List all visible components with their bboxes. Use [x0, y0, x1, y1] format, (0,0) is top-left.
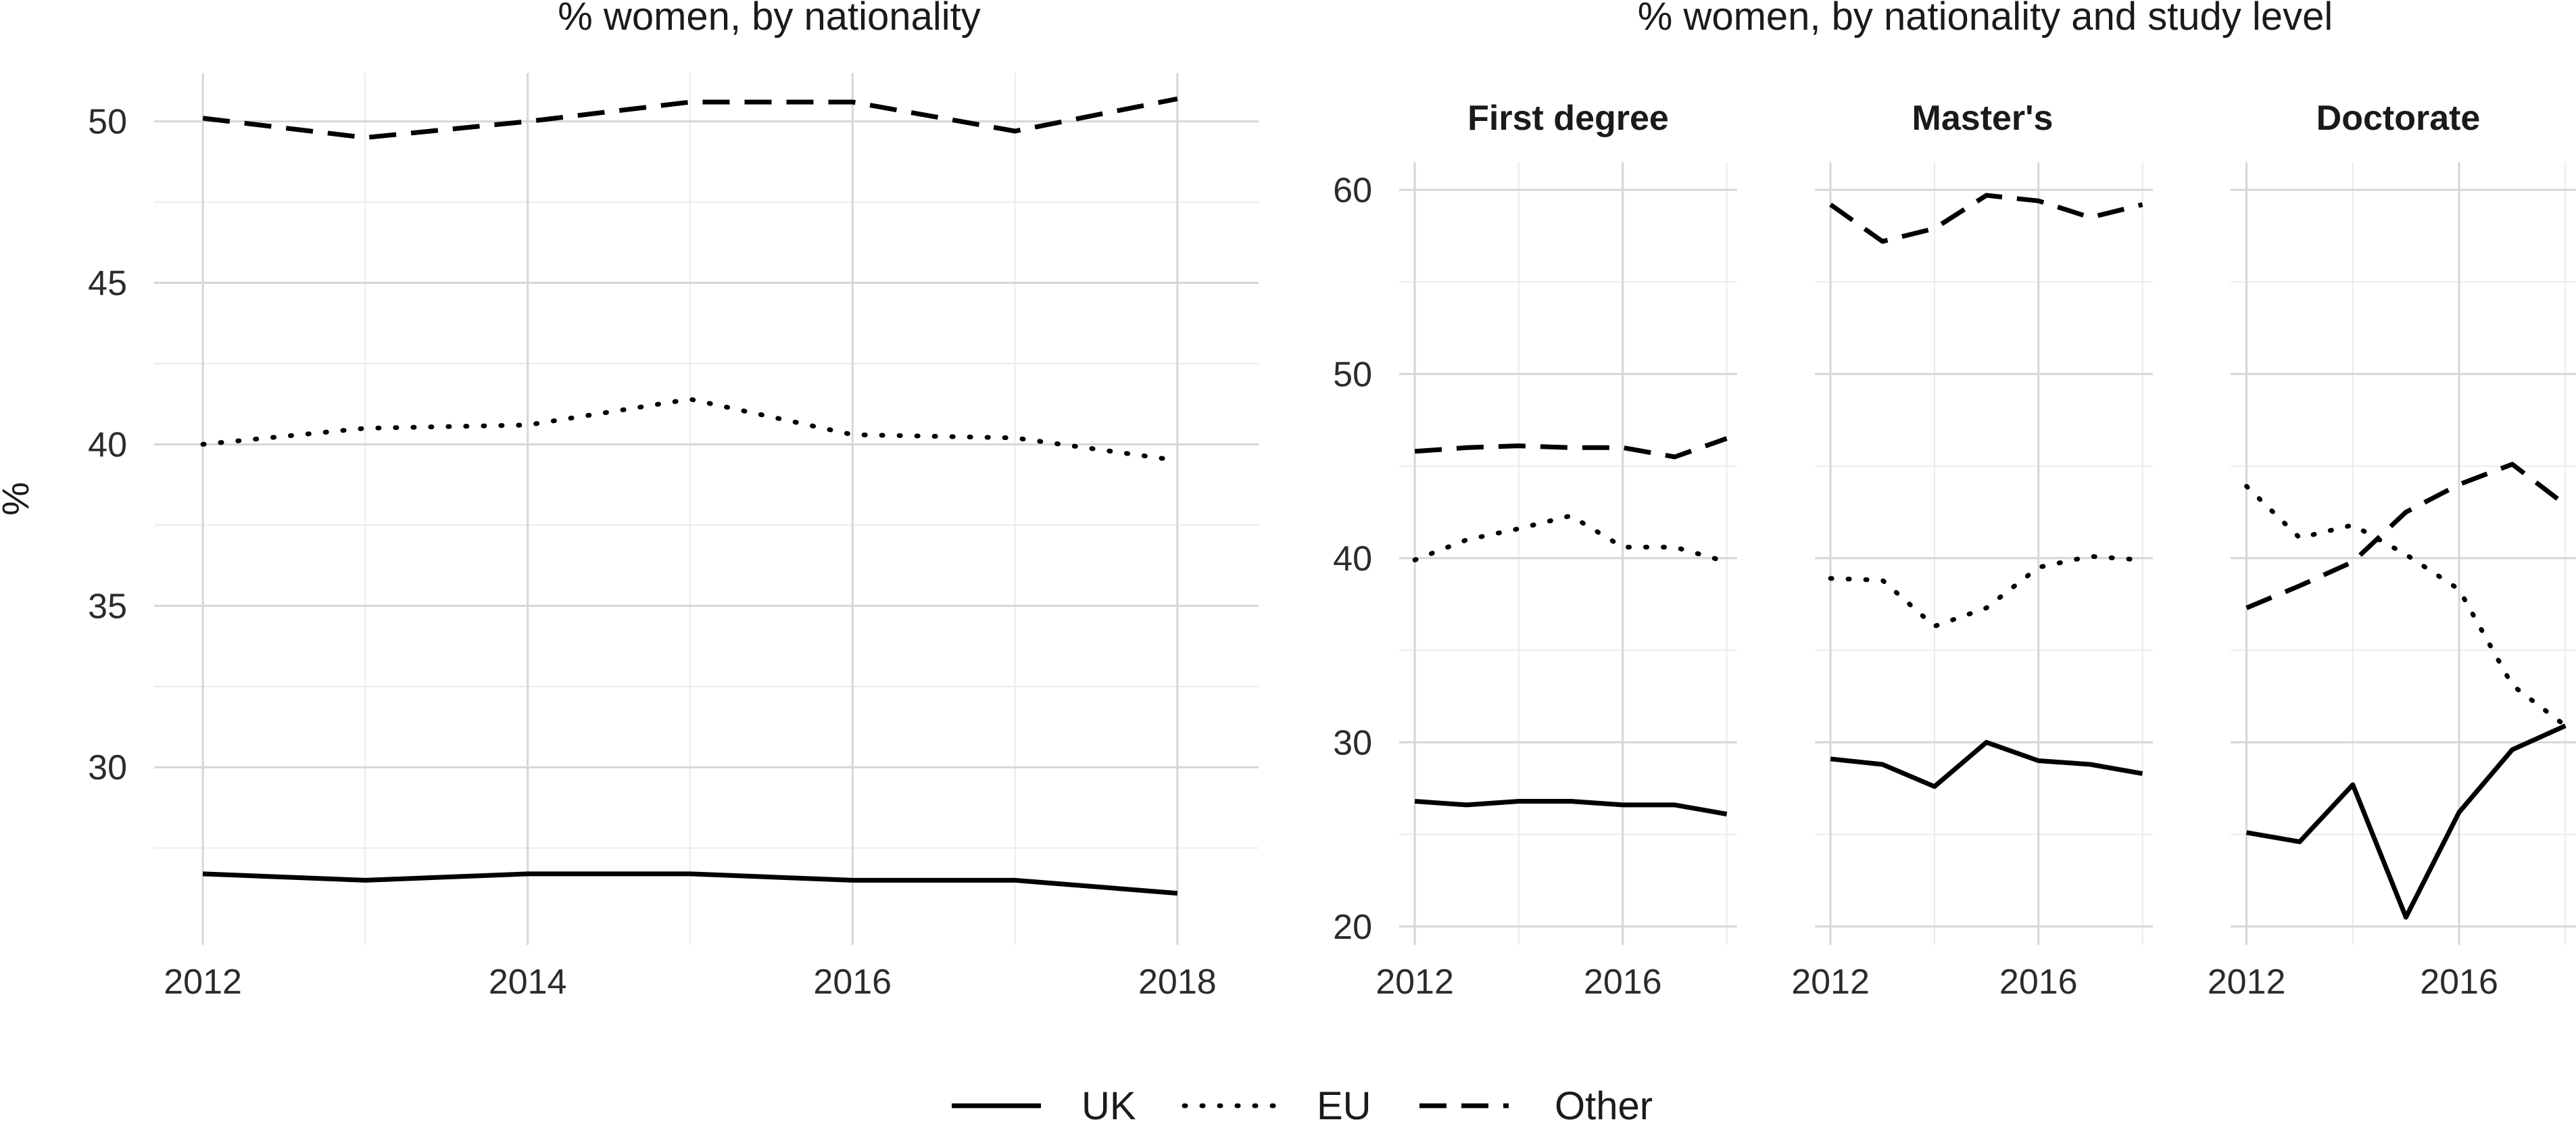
legend-item-uk: UK	[952, 1084, 1136, 1124]
right-series-lines	[1412, 193, 2568, 920]
panel-by-nationality-and-level: % women, by nationality and study level …	[1333, 0, 2576, 1002]
legend-item-eu: EU	[1182, 1084, 1371, 1124]
facet-master-s-series-other	[1829, 193, 2143, 244]
facet-first-degree-y-tick-label: 40	[1333, 539, 1372, 579]
left-chart-title: % women, by nationality	[558, 0, 980, 39]
facet-first-degree-y-tick-label: 60	[1333, 171, 1372, 210]
panel-by-nationality: % women, by nationality % 20122014201620…	[0, 0, 1259, 1002]
left-series-uk	[202, 871, 1178, 896]
facet-master-s-x-tick-label: 2016	[1999, 962, 2078, 1002]
left-y-tick-label: 40	[88, 425, 127, 464]
legend-label-other: Other	[1555, 1084, 1653, 1124]
left-tick-labels: 2012 2014 2016 2018 30 35 40 45 50	[88, 103, 1217, 1002]
facet-doctorate-series-uk	[2246, 723, 2567, 920]
legend-label-uk: UK	[1082, 1084, 1136, 1124]
facet-first-degree-series-other	[1414, 436, 1728, 460]
left-x-tick-label: 2012	[164, 962, 242, 1002]
facet-first-degree-x-tick-label: 2016	[1584, 962, 1662, 1002]
left-y-tick-label: 45	[88, 264, 127, 303]
left-y-axis-label: %	[0, 482, 37, 516]
legend: UK EU Other	[952, 1084, 1653, 1124]
facet-doctorate-series-other	[2245, 462, 2567, 610]
left-y-tick-label: 50	[88, 103, 127, 142]
facet-label-doctorate: Doctorate	[2316, 99, 2481, 138]
facet-master-s-x-tick-label: 2012	[1791, 962, 1870, 1002]
left-x-tick-label: 2018	[1138, 962, 1217, 1002]
right-tick-labels: 2012 2016 20 30 40 50 60 2012 2016 2012 2016	[1333, 171, 2498, 1002]
left-x-tick-label: 2016	[813, 962, 892, 1002]
left-series-lines	[200, 96, 1180, 896]
facet-first-degree-y-tick-label: 20	[1333, 908, 1372, 947]
right-gridlines	[1399, 162, 2576, 945]
left-series-eu	[200, 397, 1180, 463]
facet-master-s-series-eu	[1828, 554, 2145, 629]
legend-label-eu: EU	[1317, 1084, 1371, 1124]
left-series-other	[202, 96, 1178, 141]
facet-doctorate-x-tick-label: 2016	[2420, 962, 2498, 1002]
facet-first-degree-y-tick-label: 50	[1333, 355, 1372, 394]
facet-first-degree-series-eu	[1412, 513, 1730, 564]
left-y-tick-label: 30	[88, 748, 127, 787]
facet-master-s-series-uk	[1830, 739, 2143, 789]
right-chart-title: % women, by nationality and study level	[1638, 0, 2333, 39]
facet-label-masters: Master's	[1912, 99, 2053, 138]
facet-first-degree-series-uk	[1414, 799, 1728, 816]
left-y-tick-label: 35	[88, 587, 127, 626]
facet-first-degree-x-tick-label: 2012	[1376, 962, 1454, 1002]
legend-item-other: Other	[1419, 1084, 1653, 1124]
facet-doctorate-x-tick-label: 2012	[2208, 962, 2286, 1002]
left-x-tick-label: 2014	[489, 962, 567, 1002]
left-gridlines	[154, 73, 1259, 945]
facet-label-first-degree: First degree	[1467, 99, 1669, 138]
facet-first-degree-y-tick-label: 30	[1333, 723, 1372, 762]
facet-doctorate-series-eu	[2244, 484, 2568, 729]
